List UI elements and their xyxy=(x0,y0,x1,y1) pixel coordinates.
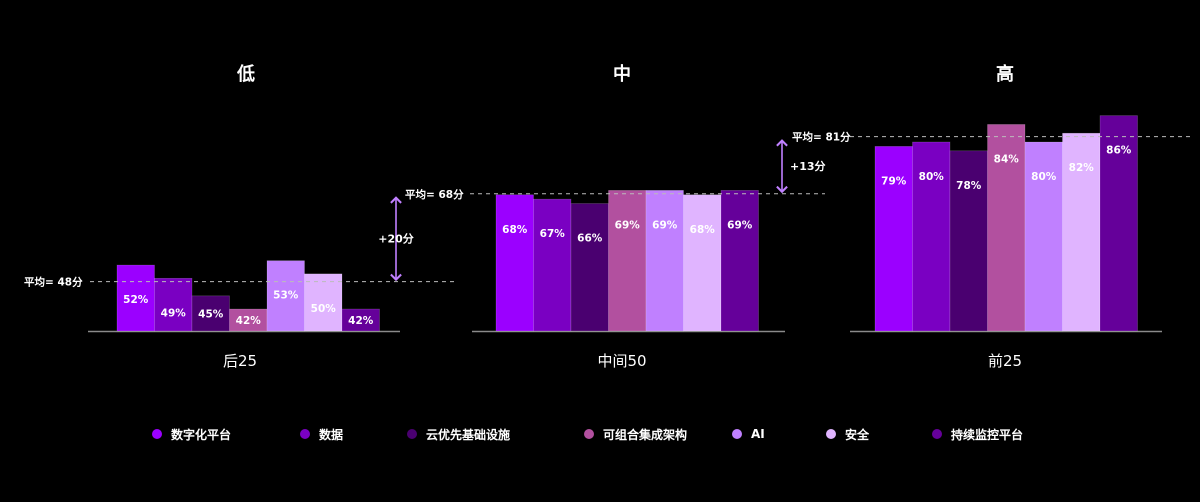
bar-5 xyxy=(645,190,684,332)
data-label: 52% xyxy=(123,294,149,306)
bar-1 xyxy=(874,146,913,332)
bar-7 xyxy=(341,308,380,332)
average-label: 平均= 68分 xyxy=(405,188,464,201)
group-title: 高 xyxy=(996,63,1014,85)
bar-4 xyxy=(608,190,647,332)
legend-label: AI xyxy=(751,427,765,441)
legend-swatch xyxy=(584,429,594,439)
data-label: 42% xyxy=(236,315,262,327)
legend-swatch xyxy=(932,429,942,439)
bar-2 xyxy=(912,141,951,332)
data-label: 86% xyxy=(1106,145,1132,157)
group-label: 中间50 xyxy=(597,352,646,370)
average-label: 平均= 81分 xyxy=(792,131,851,144)
data-label: 68% xyxy=(690,224,716,236)
group-title: 中 xyxy=(613,63,631,85)
data-label: 78% xyxy=(956,180,982,192)
data-label: 80% xyxy=(919,171,945,183)
bar-3 xyxy=(949,150,988,332)
group-label: 前25 xyxy=(988,352,1022,370)
data-label: 84% xyxy=(994,153,1020,165)
legend-label: 数字化平台 xyxy=(171,427,232,442)
bar-1 xyxy=(495,194,534,332)
difference-label: +13分 xyxy=(790,159,826,173)
legend-swatch xyxy=(152,429,162,439)
legend-item: 数据 xyxy=(300,425,343,443)
data-label: 66% xyxy=(577,233,603,245)
legend-item: 数字化平台 xyxy=(152,425,231,443)
group-label: 后25 xyxy=(223,352,257,370)
data-label: 82% xyxy=(1069,162,1095,174)
bar-6 xyxy=(683,194,722,332)
bar-5 xyxy=(1024,141,1063,332)
data-label: 67% xyxy=(540,228,566,240)
legend-label: 持续监控平台 xyxy=(951,427,1024,442)
legend-item: AI xyxy=(732,425,765,443)
bar-6 xyxy=(1062,132,1101,332)
legend-swatch xyxy=(732,429,742,439)
data-label: 69% xyxy=(727,219,753,231)
average-label: 平均= 48分 xyxy=(24,276,83,289)
legend-swatch xyxy=(407,429,417,439)
data-label: 69% xyxy=(615,219,641,231)
bar-6 xyxy=(304,273,343,332)
bar-2 xyxy=(533,198,572,332)
bar-7 xyxy=(1099,115,1138,332)
data-label: 53% xyxy=(273,290,299,302)
legend-swatch xyxy=(300,429,310,439)
data-label: 68% xyxy=(502,224,528,236)
data-label: 49% xyxy=(161,307,187,319)
bar-7 xyxy=(720,190,759,332)
legend-swatch xyxy=(826,429,836,439)
difference-label: +20分 xyxy=(378,232,414,246)
legend-item: 可组合集成架构 xyxy=(584,425,687,443)
data-label: 79% xyxy=(881,175,907,187)
bar-1 xyxy=(116,264,155,332)
legend-label: 云优先基础设施 xyxy=(426,427,511,442)
legend-item: 云优先基础设施 xyxy=(407,425,510,443)
bar-4 xyxy=(987,124,1026,332)
bar-2 xyxy=(154,277,193,332)
legend-item: 安全 xyxy=(826,425,869,443)
legend-label: 数据 xyxy=(319,427,344,442)
data-label: 42% xyxy=(348,315,374,327)
data-label: 80% xyxy=(1031,171,1057,183)
legend-label: 安全 xyxy=(845,427,870,442)
legend-item: 持续监控平台 xyxy=(932,425,1023,443)
data-label: 45% xyxy=(198,308,224,320)
chart-legend: 数字化平台 数据 云优先基础设施 可组合集成架构 AI 安全 持续监控平台 xyxy=(0,425,1200,445)
data-label: 69% xyxy=(652,219,678,231)
bar-3 xyxy=(570,203,609,332)
legend-label: 可组合集成架构 xyxy=(603,427,688,442)
data-label: 50% xyxy=(311,303,337,315)
group-title: 低 xyxy=(236,63,255,85)
